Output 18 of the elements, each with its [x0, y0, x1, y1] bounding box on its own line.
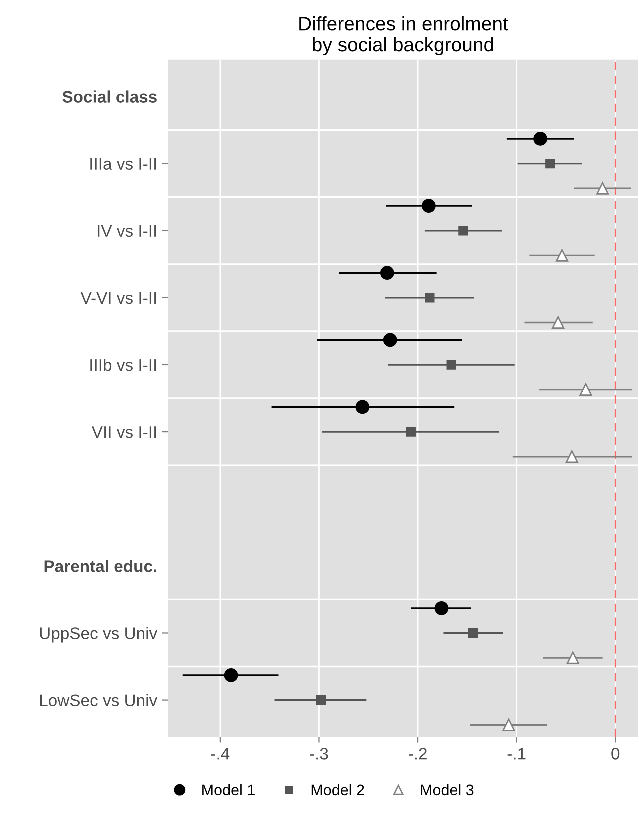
y-tick-label: Social class: [62, 90, 157, 103]
y-tick-label: Parental educ.: [44, 560, 156, 572]
legend-label: Model 2: [312, 784, 364, 796]
y-tick-label: LowSec vs Univ: [40, 694, 158, 706]
y-tick-label: UppSec vs Univ: [40, 627, 158, 643]
x-tick-label: 0: [612, 748, 620, 760]
chart-title: Differences in enrolment by social background: [300, 16, 508, 56]
x-tick-label: -.1: [508, 748, 526, 760]
y-tick-label: VII vs I-II: [92, 426, 156, 438]
y-tick-label: IV vs I-II: [98, 225, 156, 238]
y-tick-label: IIIb vs I-II: [90, 358, 156, 372]
y-tick-label: V-VI vs I-II: [80, 292, 156, 304]
x-tick-label: -.4: [211, 748, 230, 760]
legend-label: Model 1: [202, 784, 255, 796]
x-tick-label: -.3: [310, 748, 328, 760]
y-tick-label: IIIa vs I-II: [90, 158, 156, 170]
legend-label: Model 3: [421, 784, 474, 796]
x-tick-label: -.2: [409, 748, 427, 760]
